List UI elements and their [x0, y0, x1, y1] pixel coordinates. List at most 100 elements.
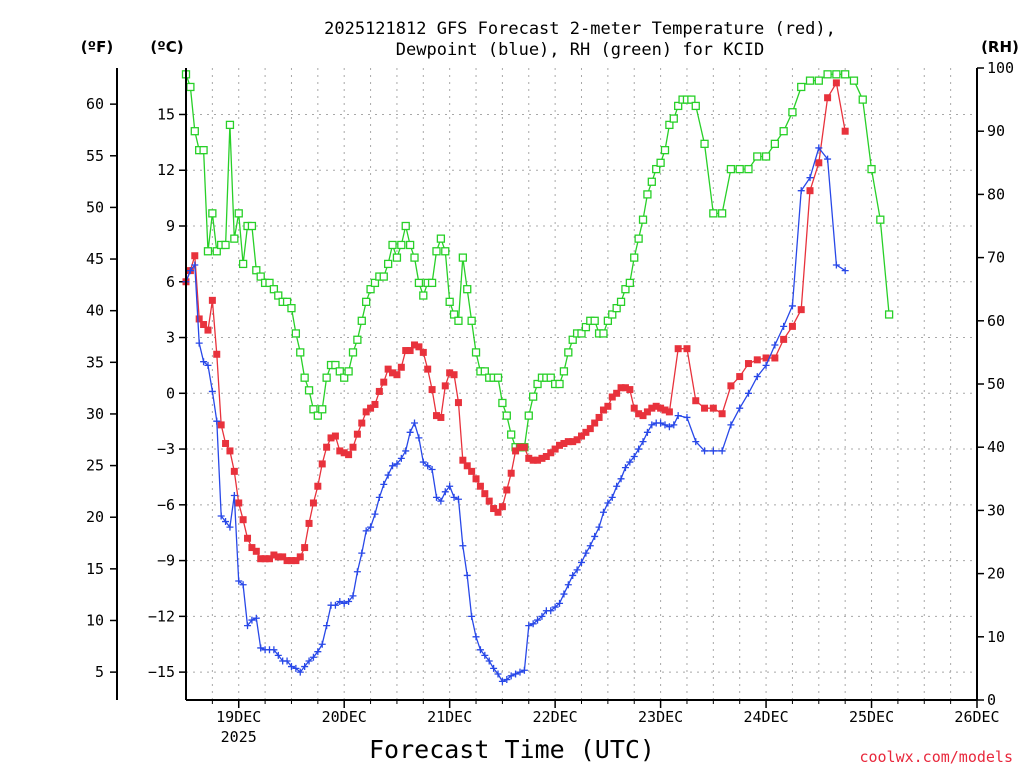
x-tick-label: 20DEC [322, 708, 367, 726]
temperature-point [586, 425, 594, 433]
temperature-point [349, 443, 357, 451]
rh-point [876, 215, 885, 224]
rh-point [564, 348, 573, 357]
rh-point [858, 95, 867, 104]
temperature-point [327, 434, 335, 442]
rh-point [656, 158, 665, 167]
temperature-point [564, 438, 572, 446]
rh-point [335, 367, 344, 376]
temperature-point [806, 187, 814, 195]
rh-point [608, 310, 617, 319]
rh-point [353, 335, 362, 344]
rh-point [370, 278, 380, 288]
dewpoint-point [446, 482, 454, 490]
rh-point [717, 209, 727, 218]
temperature-point [393, 371, 401, 379]
temperature-point [274, 553, 282, 561]
dewpoint-point [578, 558, 585, 566]
temperature-point [604, 402, 612, 410]
rh-point [625, 278, 634, 288]
temperature-point [643, 408, 651, 416]
dewpoint-point [621, 464, 629, 472]
rh-point [287, 304, 296, 313]
rh-point [388, 240, 397, 250]
rh-point [340, 373, 349, 382]
temperature-point [832, 79, 840, 87]
temperature-point [503, 486, 511, 494]
temperature-point [709, 404, 717, 412]
temperature-point [437, 413, 445, 421]
rh-point [660, 146, 670, 155]
rh-point [401, 221, 410, 231]
temperature-point [595, 413, 603, 421]
dewpoint-point [257, 644, 265, 652]
x-tick-label: 23DEC [638, 708, 683, 726]
x-tick-year-label: 2025 [221, 728, 257, 746]
temperature-point [239, 516, 247, 524]
temperature-point [613, 389, 621, 397]
fahrenheit-tick-label: 45 [86, 250, 104, 268]
rh-point [590, 316, 599, 325]
dewpoint-point [815, 144, 823, 152]
temperature-point [551, 445, 559, 453]
dewpoint-point [560, 590, 568, 598]
rh-tick-label: 80 [987, 185, 1005, 203]
temperature-point [402, 347, 410, 355]
rh-point [779, 127, 788, 136]
rh-point [577, 329, 586, 338]
dewpoint-point [402, 447, 410, 455]
temperature-point [367, 404, 375, 412]
rh-point [432, 247, 441, 256]
rh-tick-label: 40 [987, 438, 1005, 456]
temperature-point [472, 475, 480, 483]
temperature-point [490, 505, 498, 513]
dewpoint-point [481, 651, 489, 659]
temperature-point [323, 443, 331, 451]
temperature-point [727, 382, 735, 390]
rh-point [555, 379, 564, 389]
rh-point [419, 291, 428, 300]
dewpoint-point [599, 508, 607, 516]
dewpoint-point [419, 458, 427, 466]
temperature-point [463, 462, 471, 470]
temperature-point [516, 443, 524, 451]
temperature-point [648, 404, 656, 412]
temperature-point [257, 555, 265, 563]
dewpoint-point [468, 612, 476, 620]
dewpoint-point [683, 413, 691, 421]
temperature-point [582, 428, 590, 436]
temperature-point [309, 499, 317, 507]
rh-point [502, 411, 511, 420]
rh-point [414, 278, 424, 288]
dewpoint-point [437, 497, 445, 505]
dewpoint-point [230, 492, 238, 500]
dewpoint-point [393, 460, 401, 468]
temperature-point [340, 449, 348, 457]
celsius-tick-label: −15 [148, 663, 175, 681]
dewpoint-point [301, 663, 309, 671]
dewpoint-point [534, 616, 542, 624]
dewpoint-point [349, 592, 357, 600]
temperature-point [683, 345, 691, 353]
temperature-point [591, 419, 599, 427]
rh-point [770, 139, 780, 148]
rh-point [726, 164, 736, 174]
temperature-point [450, 371, 458, 379]
rh-point [529, 392, 538, 401]
rh-point [559, 367, 569, 376]
temperature-point [753, 356, 761, 364]
rh-point [849, 76, 859, 85]
temperature-point [578, 432, 585, 440]
rh-point [313, 411, 322, 420]
dewpoint-point [503, 676, 511, 684]
dewpoint-point [340, 599, 348, 607]
rh-point [379, 272, 388, 281]
dewpoint-point [397, 454, 405, 462]
dewpoint-point [771, 341, 779, 349]
temperature-line [185, 81, 846, 562]
temperature-point [542, 452, 550, 460]
rh-axis-unit: (RH) [981, 38, 1019, 56]
temperature-point [661, 406, 669, 414]
temperature-point [507, 469, 515, 477]
dewpoint-point [454, 495, 462, 503]
